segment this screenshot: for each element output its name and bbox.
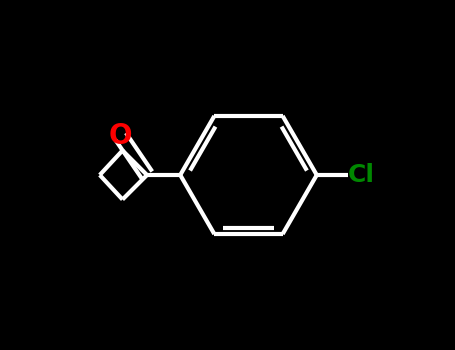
Text: O: O [109,122,132,150]
Text: Cl: Cl [348,163,375,187]
